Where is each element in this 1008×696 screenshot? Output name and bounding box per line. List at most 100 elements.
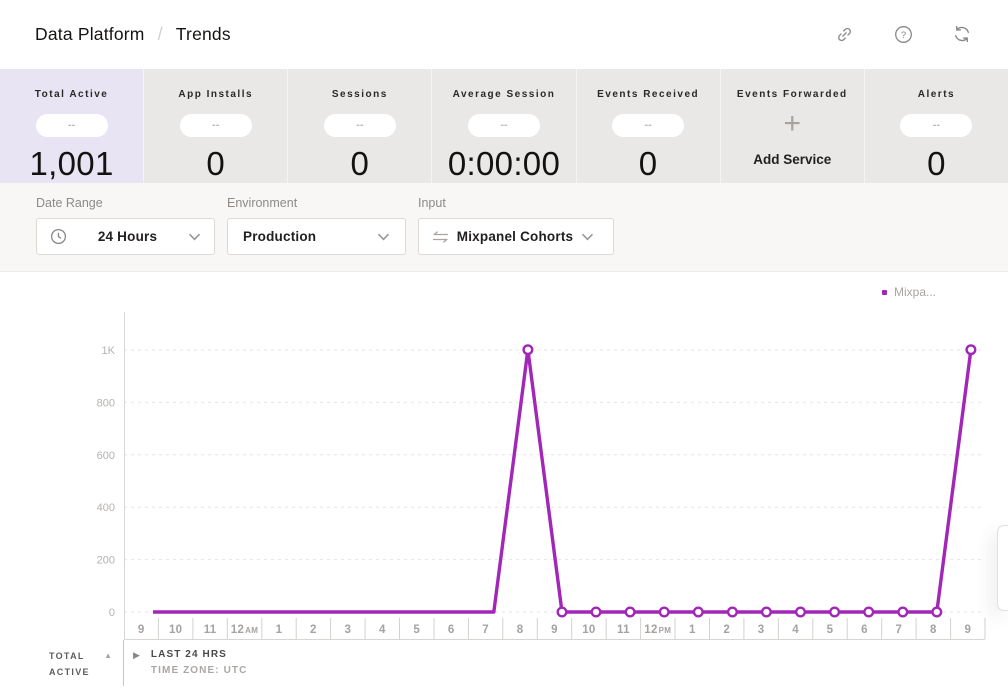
svg-text:3: 3 [758,624,765,636]
filter-environment: Environment Production [227,196,406,271]
chevron-down-icon [188,233,201,241]
page-header: Data Platform / Trends ? [0,0,1008,68]
stat-tile-sessions[interactable]: Sessions -- 0 [288,69,433,183]
stat-value: 0 [206,145,226,182]
clock-icon [50,228,67,245]
environment-dropdown[interactable]: Production [227,218,406,255]
chevron-down-icon [377,233,390,241]
stat-label: Sessions [331,89,388,100]
timezone-label: TIME ZONE: UTC [150,665,248,676]
filter-label: Environment [227,196,298,210]
page-title: Trends [175,23,231,44]
svg-text:2: 2 [310,624,317,636]
stat-value: 0 [350,145,370,182]
svg-text:9: 9 [551,624,558,636]
stat-label: Total Active [34,89,109,100]
breadcrumb-parent[interactable]: Data Platform [35,23,145,44]
svg-text:6: 6 [448,624,455,636]
stat-value: 0 [638,145,658,182]
stat-change-pill: -- [179,114,252,137]
svg-text:3: 3 [345,624,352,636]
svg-text:0: 0 [109,607,115,619]
series-row: ▶ LAST 24 HRS TIME ZONE: UTC [124,640,247,690]
svg-text:5: 5 [827,624,834,636]
svg-text:12 PM: 12 PM [644,624,671,636]
svg-text:11: 11 [617,624,630,636]
add-service-label: Add Service [753,152,832,167]
input-dropdown[interactable]: Mixpanel Cohorts [418,218,614,255]
svg-text:7: 7 [482,624,489,636]
svg-text:8: 8 [930,624,937,636]
stat-label: App Installs [178,89,254,100]
stat-value: 1,001 [29,145,114,182]
plus-icon: + [783,107,802,140]
stat-change-pill: -- [323,114,396,137]
stat-tile-app-installs[interactable]: App Installs -- 0 [144,69,289,183]
chevron-down-icon [581,233,594,241]
stat-label: Average Session [452,89,556,100]
svg-text:9: 9 [138,624,145,636]
environment-value: Production [243,229,317,244]
svg-text:9: 9 [964,624,971,636]
metric-row-total-active[interactable]: TOTAL ACTIVE ▲ [0,640,124,686]
svg-text:4: 4 [792,624,799,636]
stat-value: 0 [927,145,946,182]
svg-text:4: 4 [379,624,386,636]
stat-tile-events-forwarded[interactable]: Events Forwarded + Add Service [720,69,865,183]
svg-text:5: 5 [413,624,420,636]
stats-row: Total Active -- 1,001 App Installs -- 0 Sessio… [0,69,1008,183]
svg-text:1: 1 [276,624,283,636]
swap-icon [431,230,450,244]
trend-line-chart[interactable]: 0 200 400 600 800 1K 9 10 11 12 AM 1 2 3 4 5 6 7 8 9 10 11 12… [0,272,1008,645]
stat-tile-average-session[interactable]: Average Session -- 0:00:00 [432,69,577,183]
chart-legend[interactable]: Mixpa... [881,285,936,299]
svg-text:1: 1 [689,624,696,636]
svg-text:8: 8 [517,624,524,636]
date-range-dropdown[interactable]: 24 Hours [36,218,215,255]
stat-tile-events-received[interactable]: Events Received -- 0 [576,69,721,183]
legend-dot-icon [881,289,887,295]
svg-text:400: 400 [97,502,115,514]
stat-tile-alerts[interactable]: Alerts -- 0 [864,69,1008,183]
stat-change-pill: -- [467,114,540,137]
svg-text:11: 11 [204,624,217,636]
sort-asc-icon[interactable]: ▲ [104,651,112,660]
stat-change-pill: -- [612,114,685,137]
svg-text:7: 7 [896,624,903,636]
chart-panel: Mixpa... 0 200 400 600 800 1K 9 10 11 12 AM 1 2 3 4 5 6… [0,272,1008,640]
share-link-icon[interactable] [833,23,855,45]
range-label: LAST 24 HRS [150,649,227,660]
filter-date-range: Date Range 24 Hours [36,196,215,271]
breadcrumb: Data Platform / Trends [35,24,231,45]
svg-text:12 AM: 12 AM [231,624,258,636]
chart-footer: TOTAL ACTIVE ▲ ▶ LAST 24 HRS TIME ZONE: … [0,640,1008,690]
svg-text:600: 600 [97,450,115,462]
help-icon[interactable]: ? [892,23,914,45]
header-actions: ? [833,23,973,45]
series-row-labels: LAST 24 HRS TIME ZONE: UTC [151,649,248,690]
refresh-icon[interactable] [951,23,973,45]
stat-change-pill: -- [900,114,973,137]
svg-text:800: 800 [97,397,115,409]
stat-label: Alerts [917,89,956,100]
breadcrumb-separator: / [157,23,163,44]
dropdown-value-group: Mixpanel Cohorts [450,229,601,244]
side-peek-card[interactable] [997,525,1008,611]
svg-text:6: 6 [861,624,868,636]
input-value: Mixpanel Cohorts [456,229,574,244]
svg-text:10: 10 [582,624,595,636]
svg-text:200: 200 [97,555,115,567]
svg-text:?: ? [900,30,905,41]
stat-label: Events Forwarded [736,89,848,100]
svg-text:1K: 1K [102,345,116,357]
filter-input: Input Mixpanel Cohorts [418,196,614,271]
expand-row-icon[interactable]: ▶ [133,650,140,660]
filter-label: Date Range [36,196,103,210]
filter-label: Input [418,196,446,210]
stat-tile-total-active[interactable]: Total Active -- 1,001 [0,69,145,183]
metric-name: TOTAL ACTIVE [49,651,90,677]
stat-change-pill: -- [35,114,108,137]
svg-text:10: 10 [169,624,182,636]
filter-row: Date Range 24 Hours Environment Production I… [0,183,1008,272]
